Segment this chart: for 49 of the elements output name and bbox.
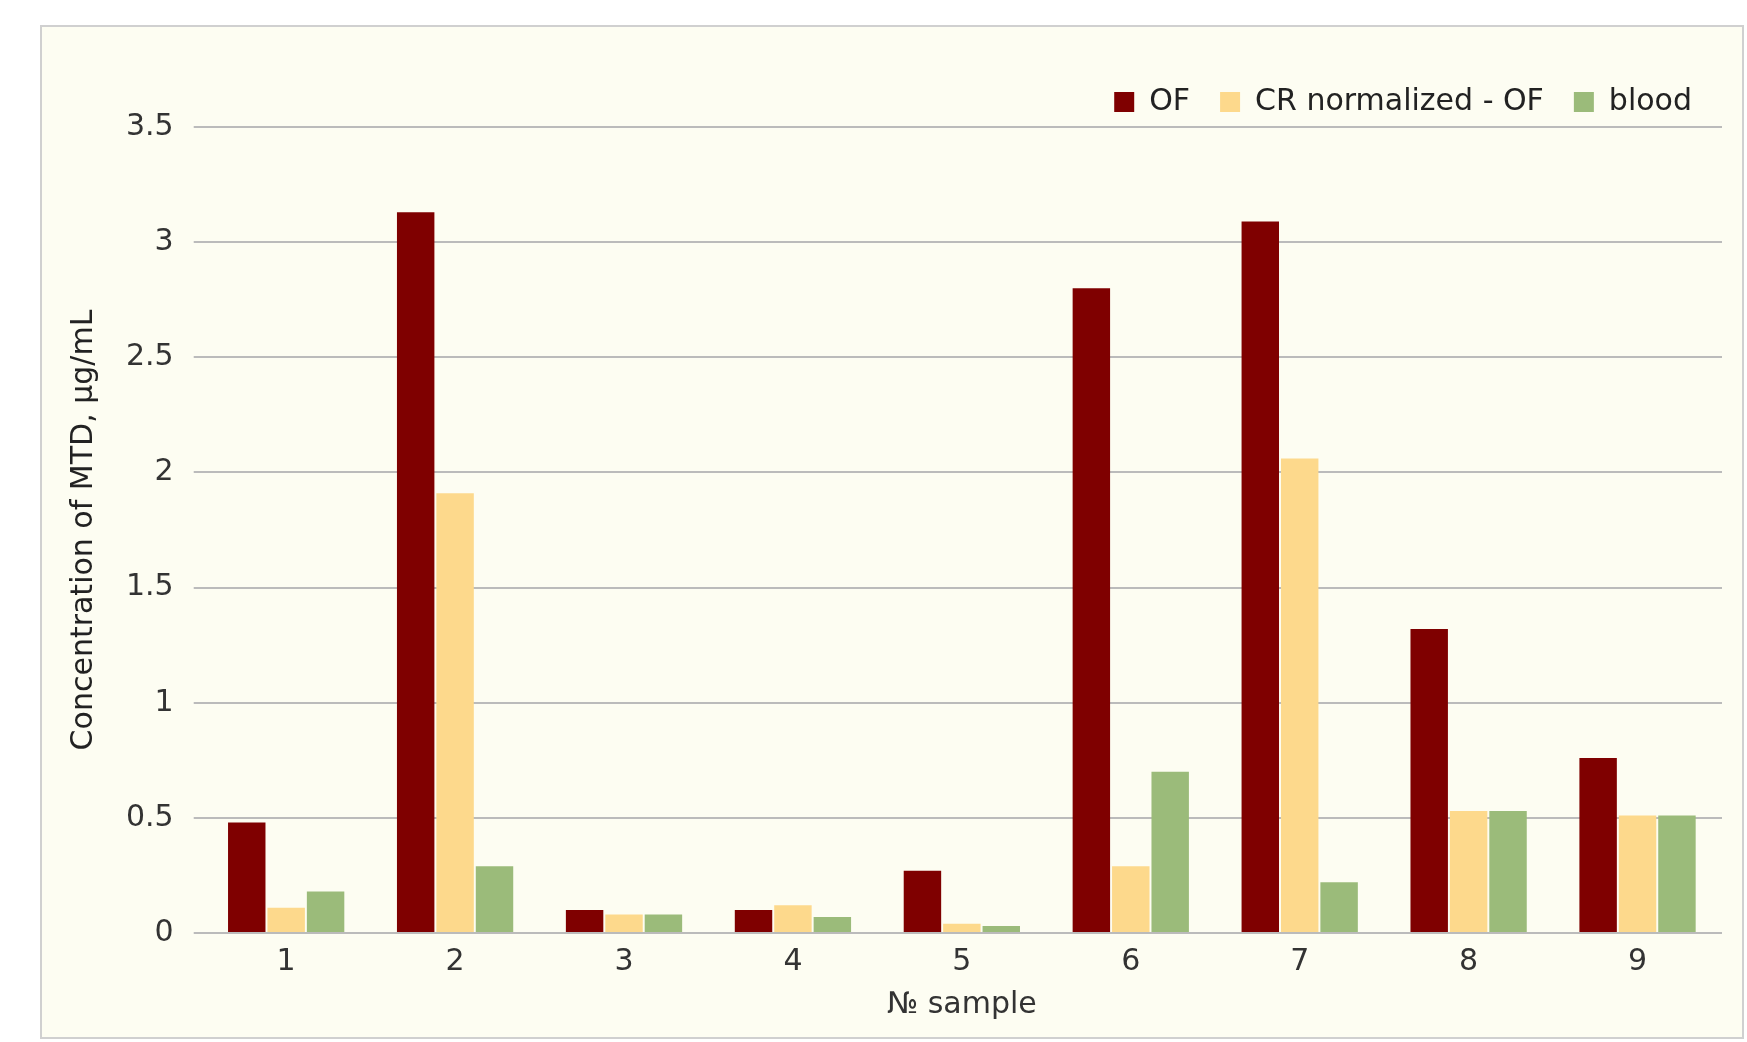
legend-label: CR normalized - OF — [1255, 81, 1544, 117]
y-tick-label: 0.5 — [125, 797, 174, 833]
legend-label: OF — [1149, 81, 1191, 117]
bar — [903, 870, 942, 932]
bar — [982, 926, 1020, 932]
bar — [813, 916, 852, 932]
bar — [1112, 866, 1150, 932]
bar — [228, 822, 266, 932]
bar — [396, 212, 435, 932]
x-tick-label: 2 — [445, 941, 465, 977]
bar — [436, 493, 474, 932]
bar — [1449, 810, 1488, 932]
bar — [1151, 771, 1189, 932]
x-tick-label: 3 — [614, 941, 634, 977]
y-axis-title: Concentration of MTD, µg/mL — [63, 309, 99, 751]
bar — [1410, 629, 1448, 932]
x-tick-label: 7 — [1290, 941, 1310, 977]
legend-label: blood — [1608, 81, 1693, 117]
x-tick-label: 6 — [1121, 941, 1141, 977]
bar — [1072, 288, 1111, 932]
x-tick-label: 8 — [1459, 941, 1479, 977]
bar — [774, 905, 812, 932]
bar — [1489, 810, 1527, 932]
y-tick-label: 3 — [154, 221, 174, 257]
x-axis-title: № sample — [886, 984, 1037, 1020]
x-tick-label: 1 — [276, 941, 296, 977]
bar — [267, 907, 305, 932]
x-tick-label: 4 — [783, 941, 803, 977]
bar — [943, 923, 981, 932]
bar — [1658, 815, 1696, 932]
bar — [1618, 815, 1657, 932]
y-tick-label: 2 — [154, 452, 174, 488]
bar — [306, 891, 345, 932]
bar — [1280, 458, 1319, 932]
bar — [565, 909, 604, 932]
y-tick-label: 1 — [154, 682, 174, 718]
bar — [734, 909, 773, 932]
bar — [1320, 882, 1358, 932]
x-tick-label: 5 — [952, 941, 972, 977]
bar — [1579, 757, 1617, 932]
bar — [644, 914, 683, 932]
x-tick-label: 9 — [1627, 941, 1648, 977]
y-tick-label: 2.5 — [125, 337, 174, 373]
bar — [475, 866, 514, 932]
y-tick-label: 3.5 — [125, 106, 174, 142]
y-tick-label: 1.5 — [125, 567, 174, 603]
bar — [1241, 221, 1279, 932]
bar — [605, 914, 643, 932]
y-tick-label: 0 — [154, 912, 174, 948]
